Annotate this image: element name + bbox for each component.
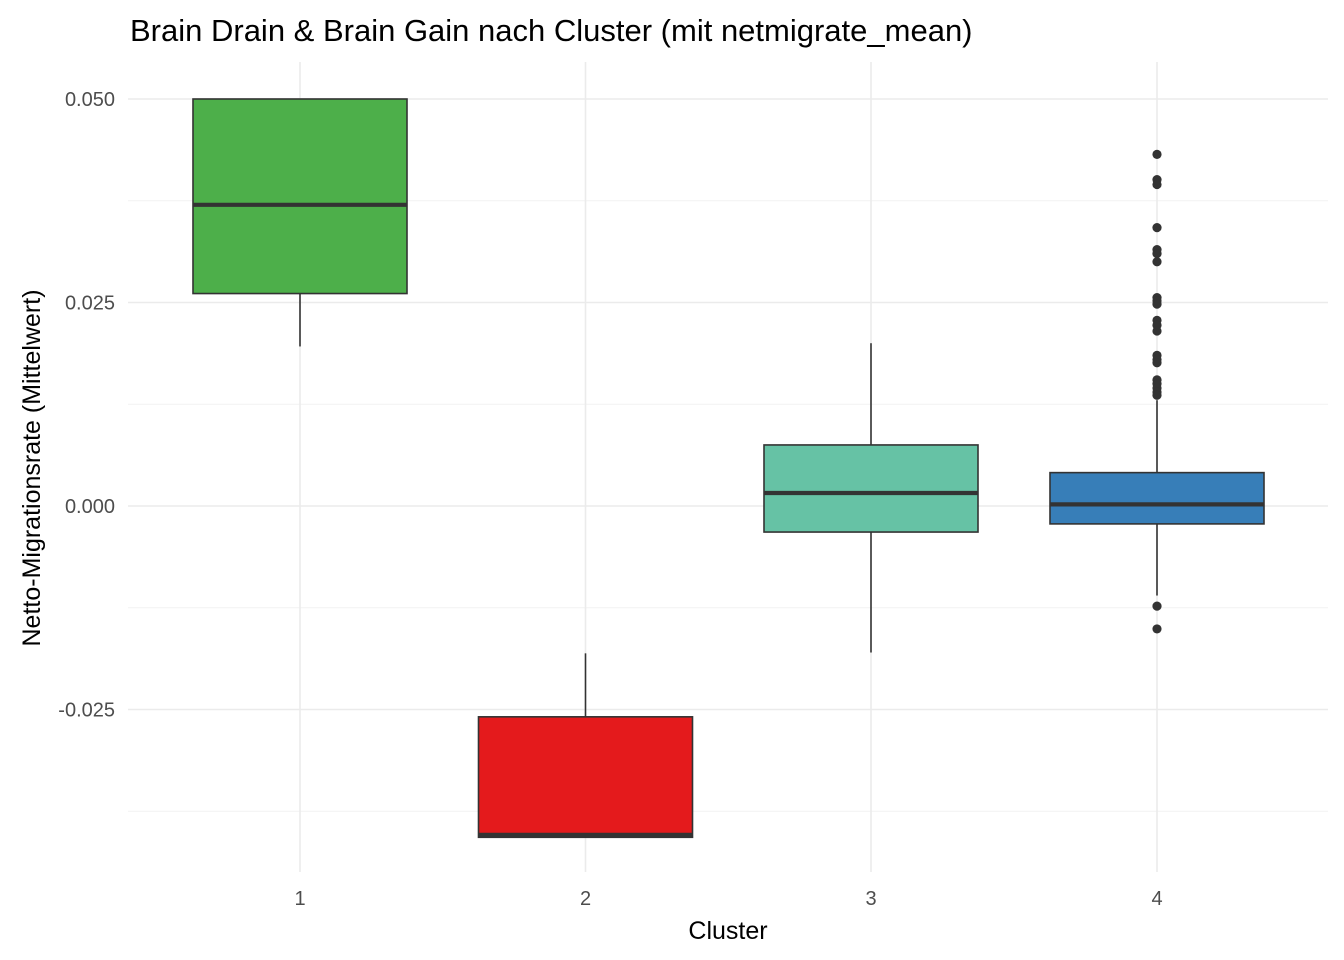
x-axis-title: Cluster: [688, 917, 767, 945]
outlier-point: [1152, 257, 1162, 267]
y-axis-title: Netto-Migrationsrate (Mittelwert): [18, 289, 46, 646]
y-tick-label: 0.000: [65, 496, 115, 518]
chart-title: Brain Drain & Brain Gain nach Cluster (m…: [130, 13, 973, 48]
box-body: [763, 444, 979, 533]
box-cluster-3: [763, 343, 979, 653]
box-body: [477, 716, 694, 839]
outlier-point: [1152, 358, 1162, 368]
outlier-point: [1152, 601, 1162, 611]
y-tick-label: 0.050: [65, 89, 115, 111]
outlier-point: [1152, 249, 1162, 259]
box-body: [192, 98, 408, 295]
y-axis: -0.025 0.000 0.025 0.050: [58, 89, 115, 722]
x-axis: 1 2 3 4: [294, 888, 1162, 910]
outlier-point: [1152, 326, 1162, 336]
box-body: [1049, 471, 1265, 525]
outlier-point: [1152, 223, 1162, 233]
x-tick-label: 4: [1151, 888, 1162, 910]
box-cluster-4: [1049, 149, 1265, 634]
x-tick-label: 2: [580, 888, 591, 910]
boxes: [192, 98, 1265, 839]
y-tick-label: -0.025: [58, 700, 115, 722]
x-tick-label: 1: [294, 888, 305, 910]
outlier-point: [1152, 179, 1162, 190]
y-tick-label: 0.025: [65, 293, 115, 315]
outlier-point: [1152, 390, 1162, 400]
outlier-point: [1152, 624, 1162, 634]
x-tick-label: 3: [865, 888, 876, 910]
box-cluster-1: [192, 98, 408, 347]
outlier-point: [1152, 149, 1162, 159]
outlier-point: [1152, 299, 1162, 309]
box-cluster-2: [477, 653, 694, 839]
